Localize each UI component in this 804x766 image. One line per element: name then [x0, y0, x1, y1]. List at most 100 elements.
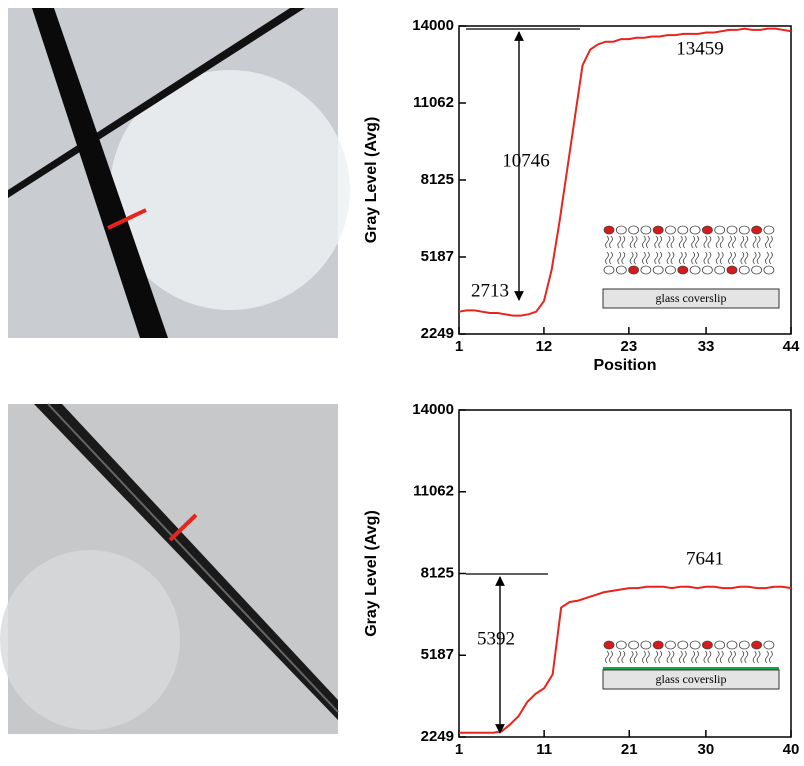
lipid-head — [666, 226, 676, 234]
lipid-tail — [606, 651, 613, 663]
lipid-head — [604, 641, 614, 649]
lipid-head — [666, 641, 676, 649]
lipid-tail — [618, 651, 625, 663]
lipid-tail — [618, 236, 625, 248]
lipid-tail — [630, 252, 637, 264]
lipid-head — [641, 226, 651, 234]
x-tick-label: 1 — [455, 741, 463, 758]
lipid-head — [702, 226, 712, 234]
micrograph-top — [8, 8, 350, 338]
lipid-head — [727, 266, 737, 274]
lipid-tail — [716, 252, 723, 264]
x-tick-label: 21 — [621, 741, 638, 758]
x-tick-label: 33 — [698, 338, 715, 355]
lipid-head — [764, 641, 774, 649]
x-tick-label: 23 — [621, 338, 638, 355]
lipid-tail — [618, 252, 625, 264]
lipid-tail — [642, 236, 649, 248]
x-tick-label: 1 — [455, 338, 463, 355]
lipid-tail — [679, 651, 686, 663]
annotation: 2713 — [471, 280, 509, 301]
y-tick-label: 14000 — [412, 401, 454, 418]
lipid-tail — [729, 252, 736, 264]
lipid-tail — [753, 252, 760, 264]
lipid-head — [727, 226, 737, 234]
lipid-tail — [765, 651, 772, 663]
lipid-head — [752, 266, 762, 274]
lipid-head — [752, 641, 762, 649]
lipid-head — [678, 226, 688, 234]
lipid-tail — [630, 651, 637, 663]
lipid-tail — [655, 252, 662, 264]
lipid-head — [739, 641, 749, 649]
lipid-head — [604, 226, 614, 234]
lipid-head — [690, 641, 700, 649]
lipid-head — [678, 266, 688, 274]
lipid-tail — [606, 236, 613, 248]
lipid-head — [678, 641, 688, 649]
x-tick-label: 12 — [536, 338, 553, 355]
x-tick-label: 44 — [783, 338, 800, 355]
lipid-head — [666, 266, 676, 274]
lipid-head — [764, 226, 774, 234]
inset-label: glass coverslip — [656, 291, 727, 305]
y-axis-label: Gray Level (Avg) — [363, 117, 380, 244]
lipid-tail — [704, 651, 711, 663]
lipid-tail — [753, 651, 760, 663]
x-tick-label: 11 — [536, 741, 552, 758]
lipid-tail — [606, 252, 613, 264]
lipid-tail — [655, 236, 662, 248]
y-tick-label: 14000 — [412, 17, 454, 34]
lipid-tail — [765, 252, 772, 264]
lipid-head — [702, 641, 712, 649]
y-tick-label: 8125 — [421, 171, 454, 188]
x-tick-label: 40 — [783, 741, 800, 758]
x-axis-label: Position — [593, 357, 656, 374]
annotation: 10746 — [502, 150, 550, 171]
lipid-tail — [667, 651, 674, 663]
lipid-tail — [765, 236, 772, 248]
y-tick-label: 11062 — [413, 483, 454, 500]
lipid-tail — [692, 252, 699, 264]
lipid-head — [629, 641, 639, 649]
lipid-head — [727, 641, 737, 649]
lipid-tail — [741, 651, 748, 663]
lipid-head — [629, 226, 639, 234]
lipid-tail — [679, 236, 686, 248]
lipid-head — [629, 266, 639, 274]
lipid-head — [653, 641, 663, 649]
lipid-tail — [741, 236, 748, 248]
figure: 2249 5187 8125 11062 14000 1 12 23 33 44 Position G… — [0, 0, 804, 761]
lipid-head — [715, 266, 725, 274]
y-tick-label: 2249 — [421, 325, 454, 342]
lipid-tail — [729, 651, 736, 663]
lipid-tail — [704, 236, 711, 248]
y-axis-label: Gray Level (Avg) — [363, 510, 380, 637]
lipid-tail — [716, 236, 723, 248]
annotation: 7641 — [686, 548, 724, 569]
y-tick-label: 8125 — [421, 564, 454, 581]
lipid-tail — [630, 236, 637, 248]
lipid-tail — [704, 252, 711, 264]
y-tick-label: 5187 — [421, 646, 454, 663]
lipid-head — [653, 266, 663, 274]
lipid-tail — [692, 236, 699, 248]
lipid-head — [715, 641, 725, 649]
lipid-head — [752, 226, 762, 234]
annotation: 13459 — [676, 38, 724, 59]
lipid-head — [715, 226, 725, 234]
lipid-tail — [729, 236, 736, 248]
lipid-head — [690, 266, 700, 274]
lipid-tail — [716, 651, 723, 663]
lipid-tail — [667, 252, 674, 264]
lipid-head — [690, 226, 700, 234]
lipid-head — [653, 226, 663, 234]
lipid-head — [764, 266, 774, 274]
lipid-tail — [642, 651, 649, 663]
y-tick-label: 2249 — [421, 728, 454, 745]
lipid-tail — [692, 651, 699, 663]
y-tick-label: 11062 — [413, 94, 454, 111]
lipid-tail — [741, 252, 748, 264]
lipid-tail — [753, 236, 760, 248]
lipid-head — [641, 641, 651, 649]
